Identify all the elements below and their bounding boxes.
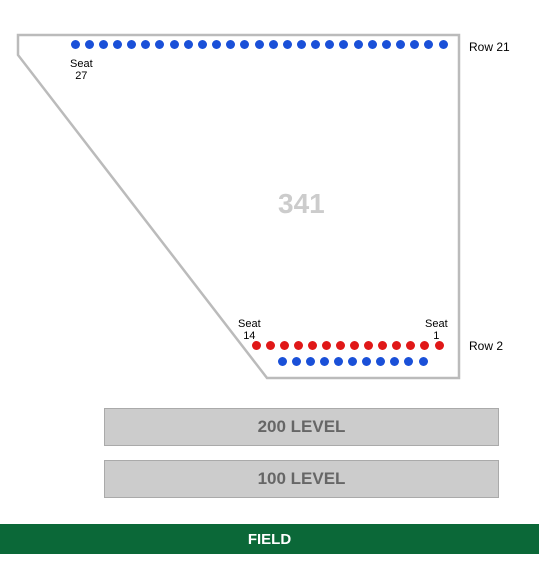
seat-dot[interactable]: [184, 40, 193, 49]
seat-dot[interactable]: [424, 40, 433, 49]
seat-dot[interactable]: [410, 40, 419, 49]
section-number: 341: [278, 188, 325, 220]
seat-dot[interactable]: [240, 40, 249, 49]
seat-dot[interactable]: [311, 40, 320, 49]
seat-dot[interactable]: [294, 341, 303, 350]
seat-dot[interactable]: [255, 40, 264, 49]
seat-dot[interactable]: [339, 40, 348, 49]
seat-dot[interactable]: [364, 341, 373, 350]
level-100-text: 100 LEVEL: [258, 469, 346, 489]
seat-1-label: Seat 1: [425, 318, 448, 342]
field-bar: FIELD: [0, 524, 539, 554]
seat-dot[interactable]: [306, 357, 315, 366]
seat-dot[interactable]: [368, 40, 377, 49]
row-21-label: Row 21: [469, 40, 510, 54]
seat-dot[interactable]: [376, 357, 385, 366]
seat-dot[interactable]: [404, 357, 413, 366]
seat-dot[interactable]: [113, 40, 122, 49]
seat-dot[interactable]: [308, 341, 317, 350]
seat-dot[interactable]: [71, 40, 80, 49]
seat-dot[interactable]: [439, 40, 448, 49]
level-200-bar: 200 LEVEL: [104, 408, 499, 446]
seat-dot[interactable]: [212, 40, 221, 49]
seat-dot[interactable]: [85, 40, 94, 49]
seat-dot[interactable]: [127, 40, 136, 49]
field-text: FIELD: [248, 531, 291, 548]
seat-dot[interactable]: [320, 357, 329, 366]
seat-dot[interactable]: [390, 357, 399, 366]
seat-label-text: Seat: [238, 318, 261, 330]
seat-dot[interactable]: [336, 341, 345, 350]
seat-dot[interactable]: [362, 357, 371, 366]
seating-diagram: 341 Seat 27 Seat 14 Seat 1 Row 21 Row 2 …: [0, 0, 539, 561]
seat-14-label: Seat 14: [238, 318, 261, 342]
seat-label-num: 27: [75, 70, 87, 82]
seat-dot[interactable]: [406, 341, 415, 350]
seat-dot[interactable]: [419, 357, 428, 366]
seat-dot[interactable]: [354, 40, 363, 49]
seat-dot[interactable]: [348, 357, 357, 366]
level-200-text: 200 LEVEL: [258, 417, 346, 437]
seat-label-num: 14: [243, 330, 255, 342]
seat-dot[interactable]: [269, 40, 278, 49]
seat-dot[interactable]: [266, 341, 275, 350]
seat-dot[interactable]: [334, 357, 343, 366]
seat-label-text: Seat: [425, 318, 448, 330]
seat-dot[interactable]: [226, 40, 235, 49]
seat-dot[interactable]: [322, 341, 331, 350]
seat-dot[interactable]: [292, 357, 301, 366]
seat-dot[interactable]: [396, 40, 405, 49]
seat-dot[interactable]: [141, 40, 150, 49]
seat-27-label: Seat 27: [70, 58, 93, 82]
seat-dot[interactable]: [382, 40, 391, 49]
seat-dot[interactable]: [297, 40, 306, 49]
seat-dot[interactable]: [325, 40, 334, 49]
seat-dot[interactable]: [283, 40, 292, 49]
seat-dot[interactable]: [99, 40, 108, 49]
seat-dot[interactable]: [392, 341, 401, 350]
seat-label-num: 1: [433, 330, 439, 342]
seat-dot[interactable]: [155, 40, 164, 49]
seat-dot[interactable]: [378, 341, 387, 350]
seat-label-text: Seat: [70, 58, 93, 70]
seat-dot[interactable]: [170, 40, 179, 49]
seat-dot[interactable]: [280, 341, 289, 350]
seat-dot[interactable]: [278, 357, 287, 366]
row-2-label: Row 2: [469, 339, 503, 353]
seat-dot[interactable]: [350, 341, 359, 350]
level-100-bar: 100 LEVEL: [104, 460, 499, 498]
seat-dot[interactable]: [198, 40, 207, 49]
